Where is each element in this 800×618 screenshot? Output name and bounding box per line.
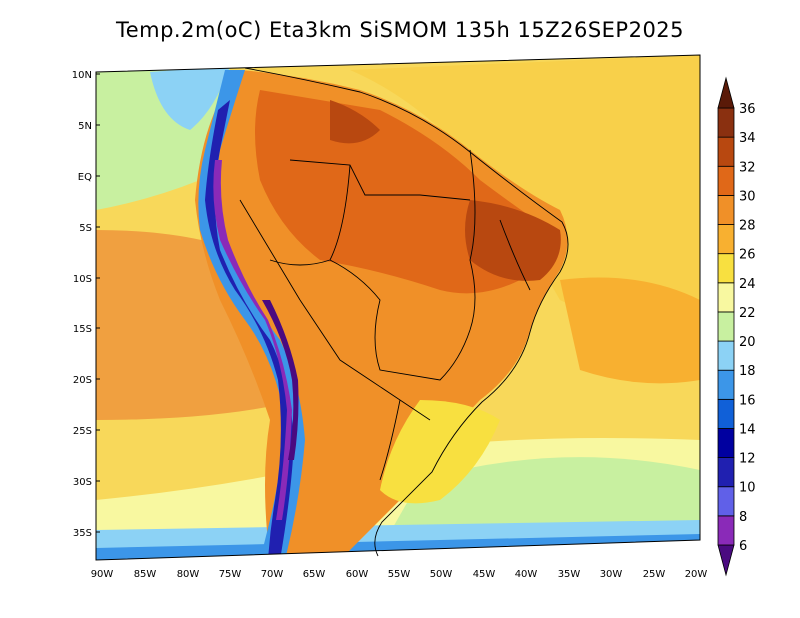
lat-label: 5S xyxy=(79,223,92,234)
colorbar-label: 30 xyxy=(739,189,756,204)
country-borders xyxy=(239,67,569,557)
colorbar-label: 6 xyxy=(739,539,747,554)
colorbar-segment xyxy=(717,457,735,488)
lon-label: 85W xyxy=(134,569,157,580)
colorbar-label: 8 xyxy=(739,510,747,525)
colorbar-low-triangle xyxy=(717,544,735,577)
colorbar-segment xyxy=(717,311,735,342)
lon-label: 35W xyxy=(558,569,581,580)
colorbar-label: 26 xyxy=(739,248,756,263)
lat-label: 5N xyxy=(78,121,92,132)
colorbar-segment xyxy=(717,428,735,459)
colorbar-segment xyxy=(717,136,735,167)
lat-label: EQ xyxy=(78,172,92,183)
colorbar-segment xyxy=(717,369,735,400)
lat-axis: 10N 5N EQ 5S 10S 15S 20S 25S 30S 35S xyxy=(72,70,100,539)
colorbar: 6 8 10 12 14 16 18 20 22 24 26 28 30 32 34 36 xyxy=(717,76,756,577)
lon-axis: 90W 85W 80W 75W 70W 65W 60W 55W 50W 45W … xyxy=(91,569,708,580)
lat-label: 35S xyxy=(73,528,92,539)
lon-label: 75W xyxy=(219,569,242,580)
lon-label: 55W xyxy=(388,569,411,580)
lat-label: 10S xyxy=(73,274,92,285)
lat-label: 10N xyxy=(72,70,92,81)
colorbar-segment xyxy=(717,398,735,429)
lon-label: 40W xyxy=(515,569,538,580)
colorbar-label: 24 xyxy=(739,277,756,292)
colorbar-label: 20 xyxy=(739,335,756,350)
lon-label: 70W xyxy=(261,569,284,580)
lon-label: 80W xyxy=(177,569,200,580)
chart-title: Temp.2m(oC) Eta3km SiSMOM 135h 15Z26SEP2… xyxy=(115,18,685,42)
map-frame xyxy=(95,54,701,561)
colorbar-segment xyxy=(717,340,735,371)
colorbar-segment xyxy=(717,224,735,255)
lat-label: 30S xyxy=(73,477,92,488)
colorbar-segment xyxy=(717,165,735,196)
lon-label: 50W xyxy=(430,569,453,580)
colorbar-segment xyxy=(717,486,735,517)
lat-label: 25S xyxy=(73,426,92,437)
colorbar-label: 36 xyxy=(739,102,756,117)
colorbar-segment xyxy=(717,107,735,138)
colorbar-label: 12 xyxy=(739,452,756,467)
lon-label: 25W xyxy=(643,569,666,580)
lon-label: 90W xyxy=(91,569,114,580)
lon-label: 30W xyxy=(600,569,623,580)
colorbar-label: 10 xyxy=(739,481,756,496)
colorbar-segment xyxy=(717,282,735,313)
colorbar-high-triangle xyxy=(717,76,735,109)
temperature-field xyxy=(96,55,700,560)
colorbar-segment xyxy=(717,194,735,225)
lon-label: 60W xyxy=(346,569,369,580)
colorbar-label: 18 xyxy=(739,364,756,379)
lon-label: 20W xyxy=(685,569,708,580)
lon-label: 45W xyxy=(473,569,496,580)
colorbar-segment xyxy=(717,253,735,284)
colorbar-label: 34 xyxy=(739,131,756,146)
lat-label: 15S xyxy=(73,324,92,335)
colorbar-label: 28 xyxy=(739,219,756,234)
colorbar-segment xyxy=(717,515,735,546)
colorbar-label: 22 xyxy=(739,306,756,321)
colorbar-label: 32 xyxy=(739,160,756,175)
colorbar-label: 14 xyxy=(739,422,756,437)
lon-label: 65W xyxy=(303,569,326,580)
lat-label: 20S xyxy=(73,375,92,386)
colorbar-label: 16 xyxy=(739,393,756,408)
